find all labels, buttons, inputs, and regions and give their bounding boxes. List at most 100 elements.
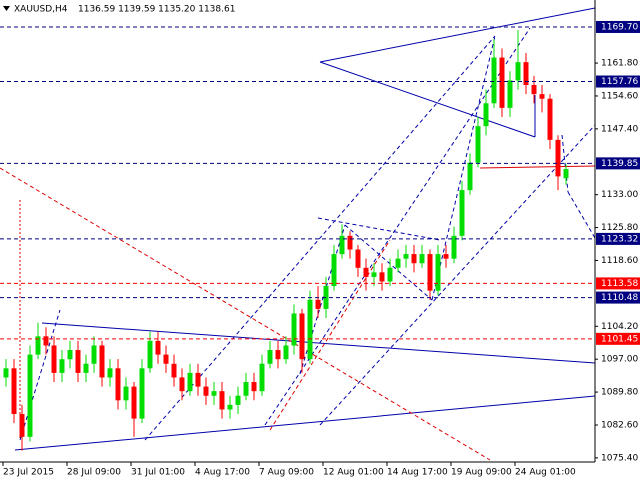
- y-tick-label: 1125.80: [601, 223, 638, 233]
- candle-body: [299, 313, 305, 360]
- y-tick-label: 1097.00: [601, 355, 638, 365]
- x-tick-label: 23 Jul 2015: [3, 468, 54, 478]
- wave-line: [431, 35, 496, 301]
- red-line: [479, 165, 596, 169]
- channel-line: [19, 309, 61, 441]
- menu-arrow[interactable]: [3, 6, 10, 11]
- candle-body: [371, 272, 377, 277]
- candle-body: [467, 162, 473, 191]
- level-box: [596, 20, 640, 33]
- candle-body: [419, 254, 425, 264]
- candle-body: [395, 258, 401, 268]
- candle-body: [107, 368, 113, 378]
- candle-body: [163, 354, 169, 364]
- x-tick-label: 31 Jul 01:00: [131, 468, 185, 478]
- candle-body: [59, 359, 65, 373]
- candle-body: [251, 382, 257, 392]
- wave-line: [344, 224, 433, 301]
- candle-body: [411, 254, 417, 264]
- candle-body: [403, 254, 409, 259]
- candle-body: [131, 386, 137, 419]
- candle-body: [35, 336, 41, 355]
- candle-body: [523, 62, 529, 85]
- x-tick-label: 24 Aug 01:00: [515, 468, 576, 478]
- candle-body: [283, 345, 289, 360]
- candle-body: [43, 336, 49, 346]
- candle-body: [123, 386, 129, 401]
- candle-body: [331, 254, 337, 287]
- candle-body: [195, 372, 201, 387]
- symbol: XAUUSD,H4: [14, 5, 68, 15]
- candle-body: [147, 340, 153, 369]
- y-tick-label: 1118.60: [601, 256, 638, 266]
- candle-body: [355, 249, 361, 268]
- level-box: [596, 277, 640, 290]
- level-label: 1139.85: [601, 159, 638, 169]
- candle-body: [451, 235, 457, 259]
- channel-line: [144, 35, 496, 441]
- candle-body: [51, 345, 57, 373]
- candle-body: [339, 235, 345, 255]
- channel-line: [319, 124, 596, 426]
- y-tick-label: 1082.60: [601, 420, 638, 430]
- candle-body: [379, 272, 385, 282]
- candle-body: [155, 340, 161, 355]
- candle-body: [67, 350, 73, 360]
- level-label: 1157.76: [601, 77, 638, 87]
- candle-body: [507, 80, 513, 108]
- candle-body: [3, 368, 9, 378]
- candle-body: [267, 350, 273, 364]
- candle-body: [563, 169, 569, 179]
- candle-body: [427, 254, 433, 291]
- candle-body: [459, 190, 465, 236]
- candle-body: [187, 372, 193, 392]
- candle-body: [555, 139, 561, 177]
- x-tick-label: 12 Aug 01:00: [323, 468, 384, 478]
- candle-body: [27, 354, 33, 437]
- y-tick-label: 1133.00: [601, 190, 638, 200]
- trend-line: [41, 322, 596, 364]
- candle-body: [19, 414, 25, 437]
- wave-line: [567, 191, 596, 239]
- candle-body: [99, 345, 105, 378]
- trend-line: [319, 7, 596, 63]
- candle-body: [259, 363, 265, 392]
- candle-body: [243, 382, 249, 396]
- level-box: [596, 291, 640, 304]
- candle-body: [11, 368, 17, 415]
- x-tick-label: 4 Aug 17:00: [195, 468, 250, 478]
- candle-body: [499, 57, 505, 108]
- red-line: [269, 239, 391, 431]
- candle-body: [211, 391, 217, 396]
- candle-body: [171, 363, 177, 378]
- candle-body: [475, 126, 481, 163]
- wave-line: [561, 134, 569, 193]
- level-label: 1113.58: [601, 279, 638, 289]
- candle-body: [227, 404, 233, 410]
- candle-body: [483, 103, 489, 127]
- trend-line: [319, 61, 536, 138]
- candle-body: [387, 267, 393, 282]
- level-box: [596, 332, 640, 345]
- candle-body: [91, 345, 97, 364]
- candle-body: [235, 395, 241, 405]
- candle-body: [515, 62, 521, 81]
- candle-body: [307, 299, 313, 360]
- y-tick-label: 1089.80: [601, 388, 638, 398]
- x-tick-label: 14 Aug 17:00: [387, 468, 448, 478]
- level-box: [596, 232, 640, 245]
- candle-body: [539, 94, 545, 99]
- level-label: 1123.32: [601, 234, 638, 244]
- candle-body: [291, 313, 297, 346]
- x-tick-label: 28 Jul 09:00: [67, 468, 121, 478]
- x-tick-label: 7 Aug 09:00: [259, 468, 314, 478]
- candle-body: [547, 98, 553, 140]
- candle-body: [203, 386, 209, 396]
- candle-body: [139, 368, 145, 419]
- candle-body: [347, 235, 353, 250]
- candle-body: [491, 57, 497, 104]
- candle-body: [443, 254, 449, 259]
- y-tick-label: 1104.20: [601, 322, 638, 332]
